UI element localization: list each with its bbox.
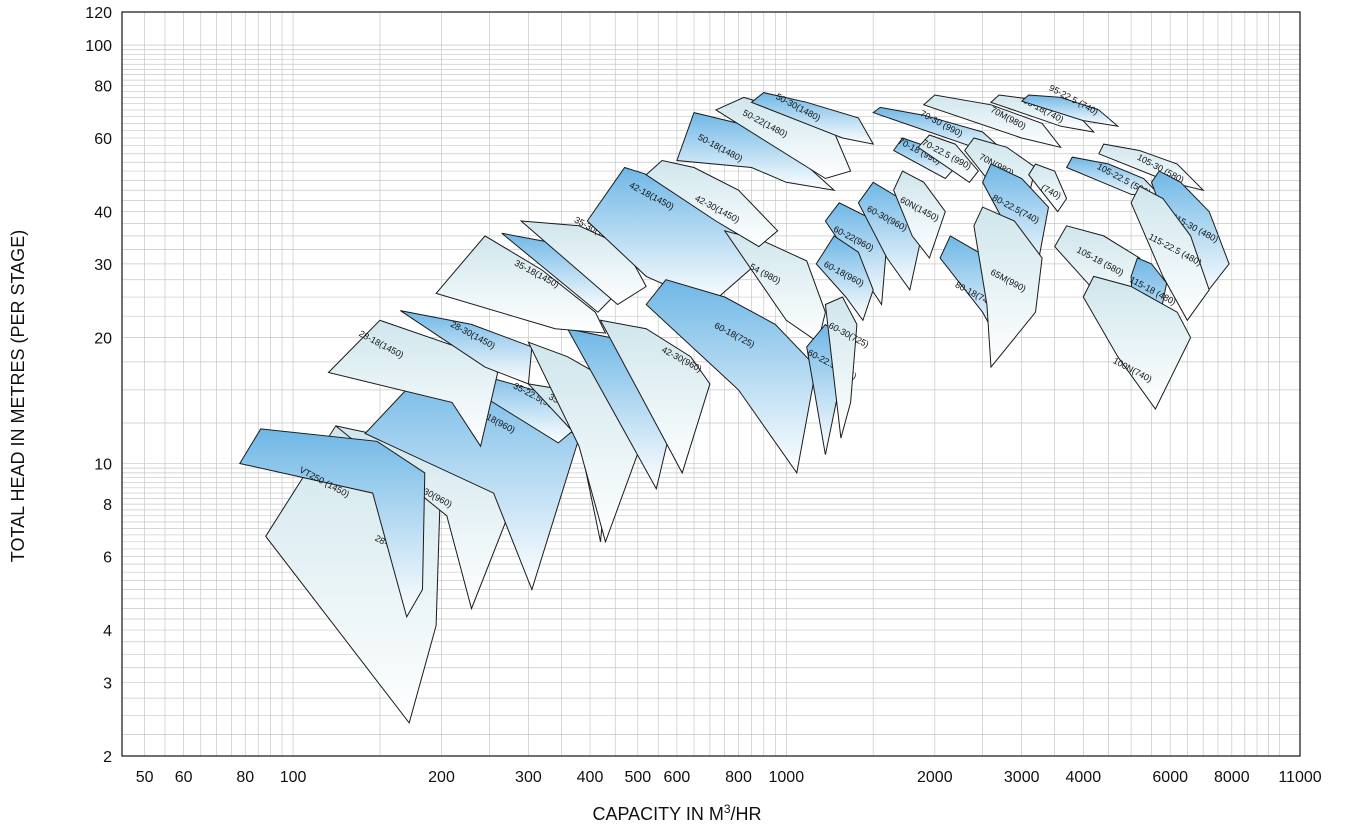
pump-region-shape (973, 206, 1043, 369)
y-tick-label: 30 (94, 257, 112, 274)
x-tick-label: 80 (236, 769, 254, 786)
x-tick-label: 400 (577, 769, 604, 786)
y-tick-labels: 2 3 4 6 8 10 20 30 40 60 80 100 120 (85, 5, 112, 766)
pump-region: 115-22.5 (480) (1130, 185, 1210, 322)
pump-region-shape (1020, 94, 1120, 127)
y-tick-label: 120 (85, 5, 112, 22)
pump-region-shape (750, 92, 875, 145)
x-tick-label: 6000 (1152, 769, 1188, 786)
y-tick-label: 8 (103, 497, 112, 514)
pump-region: 95-22.5 (740) (1020, 83, 1120, 127)
pump-regions: 28-18(960)28-30(960)VT250 (1450)35-18(96… (239, 83, 1230, 724)
x-tick-label: 50 (136, 769, 154, 786)
x-tick-label: 800 (725, 769, 752, 786)
pump-region: 42-30(960) (599, 319, 711, 475)
pump-region-shape (922, 94, 1062, 149)
pump-region: 50-18(1480) (676, 112, 836, 191)
pump-region-shape (917, 134, 979, 183)
x-tick-label: 200 (428, 769, 455, 786)
y-tick-label: 4 (103, 623, 112, 640)
pump-region: 60-18(725) (645, 279, 817, 475)
y-tick-label: 80 (94, 79, 112, 96)
x-tick-label: 500 (624, 769, 651, 786)
x-tick-label: 3000 (1004, 769, 1040, 786)
pump-region-shape (599, 319, 711, 475)
pump-region-shape (239, 428, 426, 619)
x-tick-label: 300 (515, 769, 542, 786)
pump-region-shape (824, 296, 858, 439)
plot-frame (121, 11, 1301, 757)
pump-region-shape (400, 310, 533, 385)
x-tick-label: 1000 (769, 769, 805, 786)
pump-region: (740) (1028, 163, 1068, 213)
x-tick-label: 60 (175, 769, 193, 786)
x-tick-labels: 50 60 80 100 200 300 400 500 600 800 1000 2000 3000 4… (136, 769, 1322, 786)
x-tick-label: 2000 (917, 769, 953, 786)
y-axis-title: TOTAL HEAD IN METRES (PER STAGE) (8, 230, 28, 562)
x-tick-label: 4000 (1066, 769, 1102, 786)
y-tick-label: 6 (103, 549, 112, 566)
x-tick-label: 600 (664, 769, 691, 786)
y-tick-label: 20 (94, 331, 112, 348)
y-tick-label: 3 (103, 675, 112, 692)
pump-region: 65M(990) (973, 206, 1043, 369)
pump-region-shape (1082, 275, 1192, 410)
x-tick-label: 8000 (1214, 769, 1250, 786)
pump-region-shape (815, 235, 874, 322)
pump-region-shape (645, 159, 779, 248)
pump-region: 42-18(1450) (586, 166, 758, 306)
pump-region: 60N(1450) (893, 170, 946, 260)
pump-region-shape (1028, 163, 1068, 213)
x-tick-label: 100 (280, 769, 307, 786)
x-tick-label: 11000 (1278, 769, 1321, 786)
y-tick-label: 100 (85, 38, 112, 55)
pump-region-shape (435, 235, 607, 334)
pump-region-shape (893, 170, 946, 260)
y-tick-label: 10 (94, 457, 112, 474)
x-axis-title: CAPACITY IN M3/HR (592, 802, 761, 824)
pump-region: 60-18(960) (815, 235, 874, 322)
pump-region: 28-18(1450) (327, 319, 499, 448)
y-tick-label: 60 (94, 131, 112, 148)
y-tick-label: 2 (103, 749, 112, 766)
pump-region-shape (645, 279, 817, 475)
pump-region: 42-30(1450) (645, 159, 779, 248)
y-tick-label: 40 (94, 205, 112, 222)
